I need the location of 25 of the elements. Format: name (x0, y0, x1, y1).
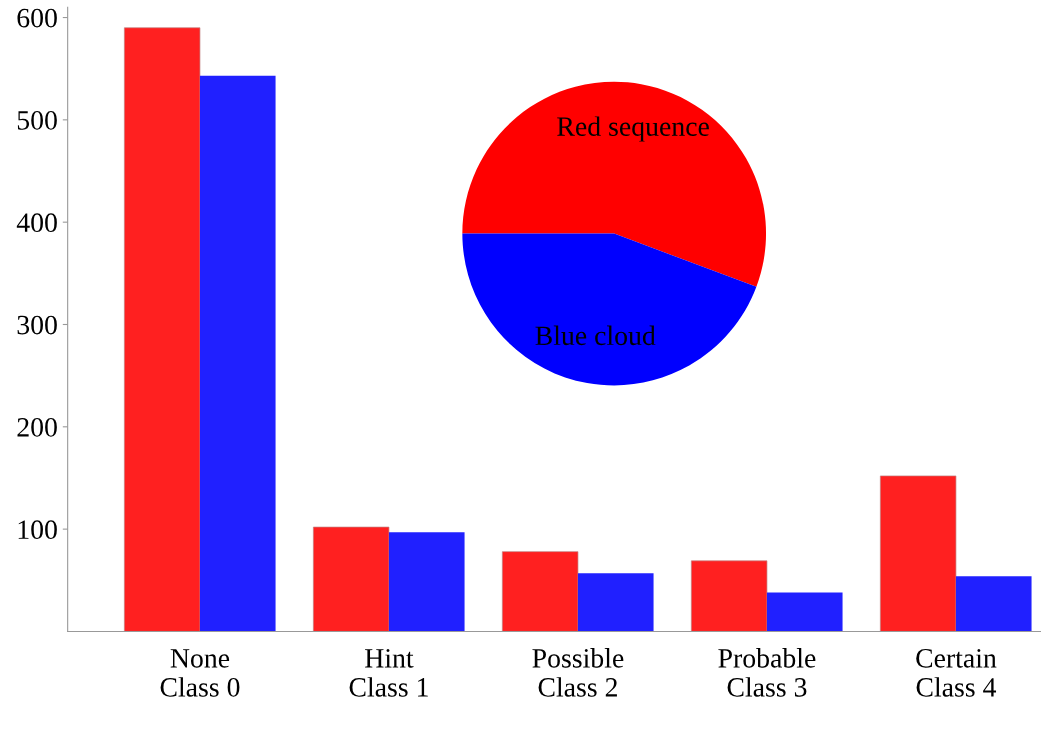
x-tick-label: Possible Class 2 (532, 648, 624, 697)
bar (313, 526, 390, 632)
bar (388, 532, 465, 632)
pie-slice (462, 233, 757, 386)
x-tick-label: Probable Class 3 (718, 648, 816, 697)
bar (880, 475, 957, 632)
y-tick-label: 300 (17, 315, 57, 335)
y-tick-label: 400 (16, 213, 57, 233)
bar (691, 560, 768, 632)
bar (577, 573, 654, 632)
y-tick-label: 600 (17, 8, 57, 28)
x-tick-label: Certain Class 4 (916, 649, 997, 697)
pie-slice (462, 81, 767, 287)
x-tick-label: Hint Class 1 (349, 649, 428, 697)
y-tick-label: 100 (18, 520, 57, 540)
slice-label: Red sequence (557, 116, 709, 142)
x-tick-label: None Class 0 (160, 649, 240, 697)
y-tick-label: 200 (17, 417, 57, 437)
bar (502, 551, 579, 632)
bar (766, 592, 843, 632)
bar (124, 27, 201, 632)
bar (955, 576, 1032, 632)
bar (199, 75, 276, 632)
slice-label: Blue cloud (535, 325, 656, 346)
y-tick-label: 500 (17, 111, 57, 130)
